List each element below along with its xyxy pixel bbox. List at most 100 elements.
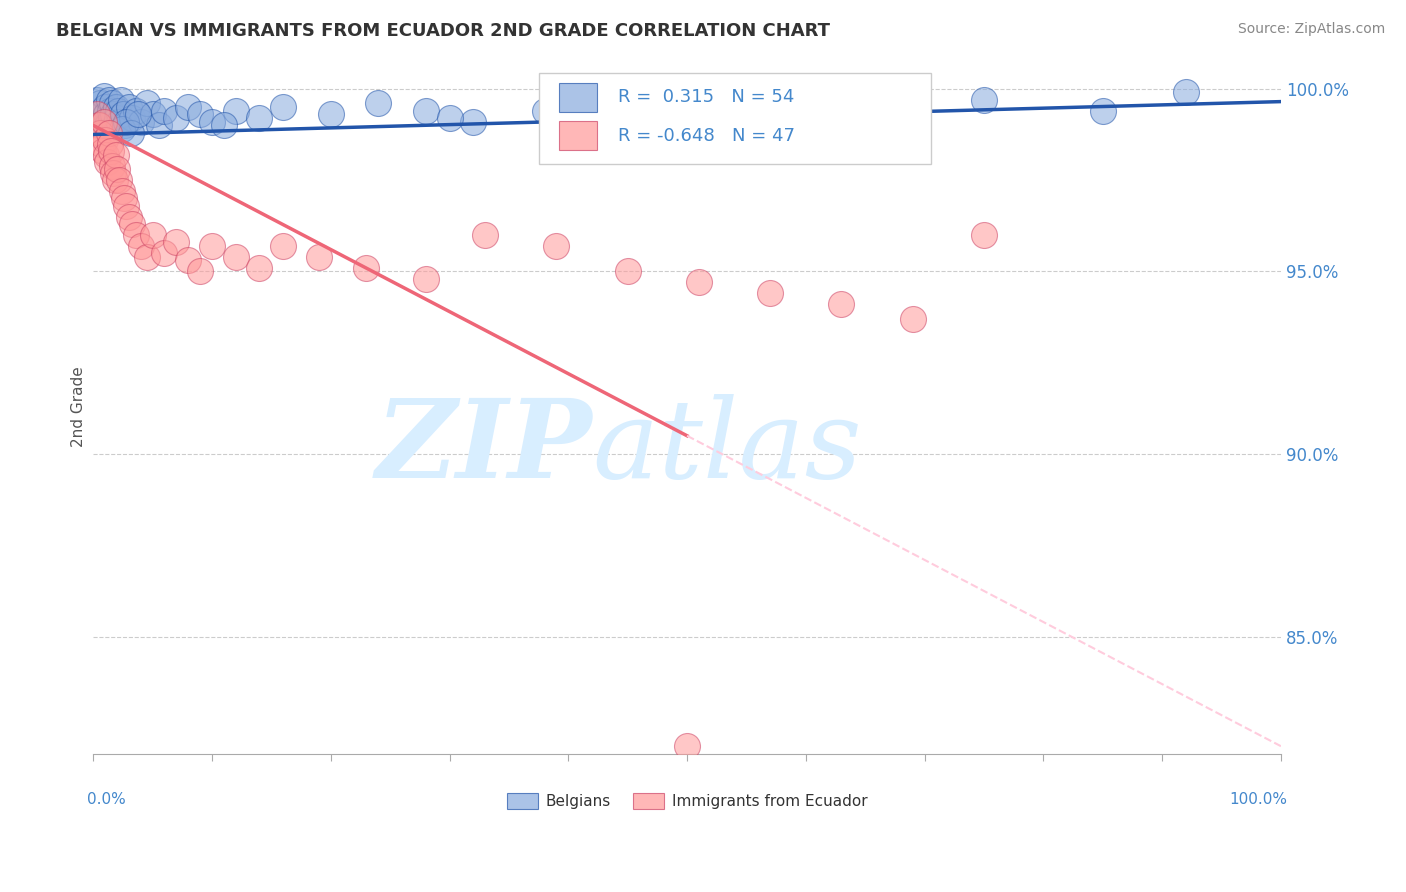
Point [1174,86,1197,100]
Text: 100.0%: 100.0% [1229,792,1286,806]
Point [115,114,138,128]
Point [104,147,127,161]
Point [86,107,108,121]
Point [107,103,129,118]
Point [101,96,124,111]
Legend: Belgians, Immigrants from Ecuador: Belgians, Immigrants from Ecuador [501,787,873,815]
Point [129,239,152,253]
Point [115,199,138,213]
Point [103,119,125,133]
Y-axis label: 2nd Grade: 2nd Grade [72,367,86,447]
Point [125,103,148,118]
Point [616,111,638,125]
Point [616,264,638,278]
Point [93,114,115,128]
Point [463,114,485,128]
Point [901,312,924,326]
Point [177,100,200,114]
Point [103,173,125,187]
Point [103,166,125,180]
Point [177,253,200,268]
Point [91,114,114,128]
Point [103,107,125,121]
Bar [558,121,596,150]
Point [96,147,118,161]
Point [153,103,176,118]
Point [118,100,141,114]
Point [104,100,127,114]
Point [546,239,568,253]
Point [415,271,437,285]
Point [111,122,134,136]
Point [108,114,131,128]
Point [121,217,143,231]
Point [90,103,112,118]
Point [142,107,165,121]
Point [97,93,120,107]
Point [135,250,157,264]
Point [973,227,995,242]
Point [533,103,555,118]
Point [415,103,437,118]
Point [93,89,115,103]
Point [135,96,157,111]
Point [114,119,136,133]
Point [225,103,247,118]
Point [98,136,121,151]
Point [165,235,187,250]
Point [94,100,117,114]
Text: R =  0.315   N = 54: R = 0.315 N = 54 [619,88,794,106]
Point [735,100,758,114]
Point [308,250,330,264]
Point [830,297,852,311]
Point [97,126,120,140]
FancyBboxPatch shape [538,73,931,164]
Point [108,173,131,187]
Bar [558,83,596,112]
Point [90,136,112,151]
Point [271,239,294,253]
Point [112,191,135,205]
Point [105,111,128,125]
Point [110,93,132,107]
Point [148,119,170,133]
Point [118,210,141,224]
Point [201,114,224,128]
Point [96,119,118,133]
Text: BELGIAN VS IMMIGRANTS FROM ECUADOR 2ND GRADE CORRELATION CHART: BELGIAN VS IMMIGRANTS FROM ECUADOR 2ND G… [56,22,830,40]
Point [89,126,111,140]
Point [96,107,118,121]
Point [973,93,995,107]
Point [319,107,342,121]
Point [120,126,142,140]
Text: R = -0.648   N = 47: R = -0.648 N = 47 [619,127,796,145]
Point [474,227,496,242]
Point [96,154,118,169]
Point [439,111,461,125]
Point [271,100,294,114]
Point [89,107,111,121]
Point [86,93,108,107]
Point [89,119,111,133]
Point [249,111,271,125]
Point [98,103,121,118]
Point [89,96,111,111]
Point [356,260,378,275]
Point [105,162,128,177]
Point [165,111,187,125]
Point [188,107,211,121]
Point [111,107,134,121]
Point [91,144,114,158]
Point [127,107,149,121]
Point [100,144,122,158]
Text: 0.0%: 0.0% [87,792,127,806]
Point [676,739,699,754]
Point [111,184,134,198]
Point [225,250,247,264]
Point [853,107,876,121]
Point [201,239,224,253]
Point [121,111,143,125]
Point [129,114,152,128]
Point [249,260,271,275]
Point [212,119,235,133]
